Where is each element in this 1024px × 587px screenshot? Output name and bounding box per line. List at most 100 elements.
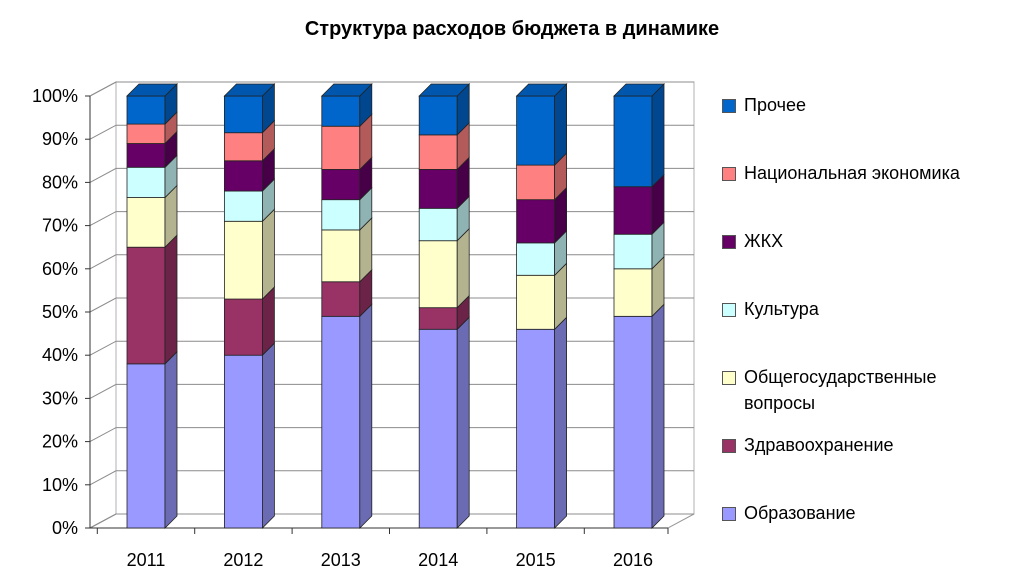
axes [85, 95, 669, 534]
legend-label: Образование [744, 503, 856, 523]
bar-segment-top [126, 83, 178, 97]
bar-segment [321, 169, 361, 201]
bar-segment [418, 134, 458, 170]
bar-segment [126, 246, 166, 365]
x-tick-label: 2014 [418, 550, 458, 570]
bar-segment [321, 199, 361, 231]
bar-segment [613, 268, 653, 317]
bar-segment [516, 274, 555, 330]
bar-stack-2016 [613, 83, 665, 529]
bar-segment [223, 354, 263, 529]
bar-segment-side [456, 316, 470, 529]
legend-swatch [722, 167, 736, 181]
legend-item: ЖКХ [722, 228, 1004, 254]
bar-segment [321, 125, 361, 170]
y-axis-labels: 0% 10% 20% 30% 40% 50% 60% 70% 80% 90% 100% [32, 86, 78, 538]
bar-segment [516, 328, 555, 529]
bar-segment-side [651, 83, 665, 188]
bar-segment [321, 315, 361, 529]
bar-segment [613, 233, 653, 270]
bar-segment [223, 160, 263, 192]
gridline [89, 383, 694, 399]
bar-stack-2013 [320, 83, 373, 529]
gridline [89, 254, 694, 270]
bar-segment [223, 298, 263, 356]
legend-label: Культура [744, 299, 819, 319]
y-tick-label: 20% [42, 432, 78, 452]
legend-item: Прочее [722, 92, 1004, 118]
y-tick-label: 70% [42, 216, 78, 236]
bar-stack-2012 [223, 83, 276, 529]
bar-segment [126, 123, 166, 144]
gridline [89, 167, 694, 183]
bar-segment [321, 281, 361, 317]
legend-label: Прочее [744, 95, 806, 115]
bar-segment [126, 166, 166, 198]
bar-segment [126, 363, 166, 529]
bar-segment [418, 240, 458, 309]
bar-segment-side [359, 303, 373, 529]
bar-segment-side [164, 350, 178, 529]
bar-segment [418, 307, 458, 330]
gridline [89, 470, 694, 486]
bar-segment [223, 95, 263, 134]
gridline [89, 297, 694, 313]
x-tick-label: 2012 [223, 550, 263, 570]
y-tick-label: 60% [42, 259, 78, 279]
bar-segment [613, 315, 653, 529]
gridline [89, 124, 694, 140]
legend-swatch [722, 99, 736, 113]
bar-segment [223, 220, 263, 300]
bars [126, 83, 665, 529]
bar-segment [321, 229, 361, 283]
legend-label: Национальная экономика [744, 163, 960, 183]
bar-segment-top [418, 83, 471, 97]
x-axis-labels: 2011 2012 2013 2014 2015 2016 [127, 550, 653, 570]
legend-item: Образование [722, 500, 1004, 526]
legend-swatch [722, 439, 736, 453]
legend-swatch [722, 507, 736, 521]
y-tick-label: 30% [42, 388, 78, 408]
y-tick-label: 80% [42, 172, 78, 192]
y-tick-label: 40% [42, 345, 78, 365]
legend-label: ЖКХ [744, 231, 784, 251]
bar-segment [516, 242, 555, 276]
bar-segment [516, 199, 555, 244]
bar-segment-side [651, 303, 665, 529]
bar-segment [126, 197, 166, 248]
gridline [89, 81, 694, 97]
legend-item: Национальная экономика [722, 160, 1004, 186]
bar-segment [516, 164, 555, 201]
x-tick-label: 2011 [127, 550, 166, 570]
bar-stack-2015 [515, 83, 568, 529]
gridlines [89, 81, 694, 529]
bar-segment [223, 190, 263, 222]
bar-segment [613, 95, 653, 188]
y-tick-label: 50% [42, 302, 78, 322]
bar-segment [418, 95, 458, 136]
legend-swatch [722, 235, 736, 249]
bar-segment-top [515, 83, 568, 97]
bar-segment [418, 328, 458, 529]
bar-segment [126, 143, 166, 168]
legend-item: Культура [722, 296, 1004, 322]
legend-item: Общегосударственные вопросы [722, 364, 1004, 416]
y-tick-label: 90% [42, 129, 78, 149]
chart-walls [89, 81, 695, 529]
bar-segment [126, 95, 166, 125]
bar-segment-side [554, 83, 567, 167]
chart-title: Структура расходов бюджета в динамике [304, 18, 720, 40]
bar-segment [418, 169, 458, 209]
gridline [89, 340, 694, 356]
bar-segment [321, 95, 361, 127]
bar-segment-top [223, 83, 276, 97]
bar-segment-side [164, 234, 178, 365]
bar-stack-2014 [418, 83, 471, 529]
legend-label: Общегосударственные вопросы [744, 367, 937, 413]
legend-swatch [722, 303, 736, 317]
floor [89, 513, 695, 529]
y-tick-label: 100% [32, 86, 78, 106]
y-tick-label: 0% [52, 518, 78, 538]
bar-segment-side [261, 208, 275, 301]
